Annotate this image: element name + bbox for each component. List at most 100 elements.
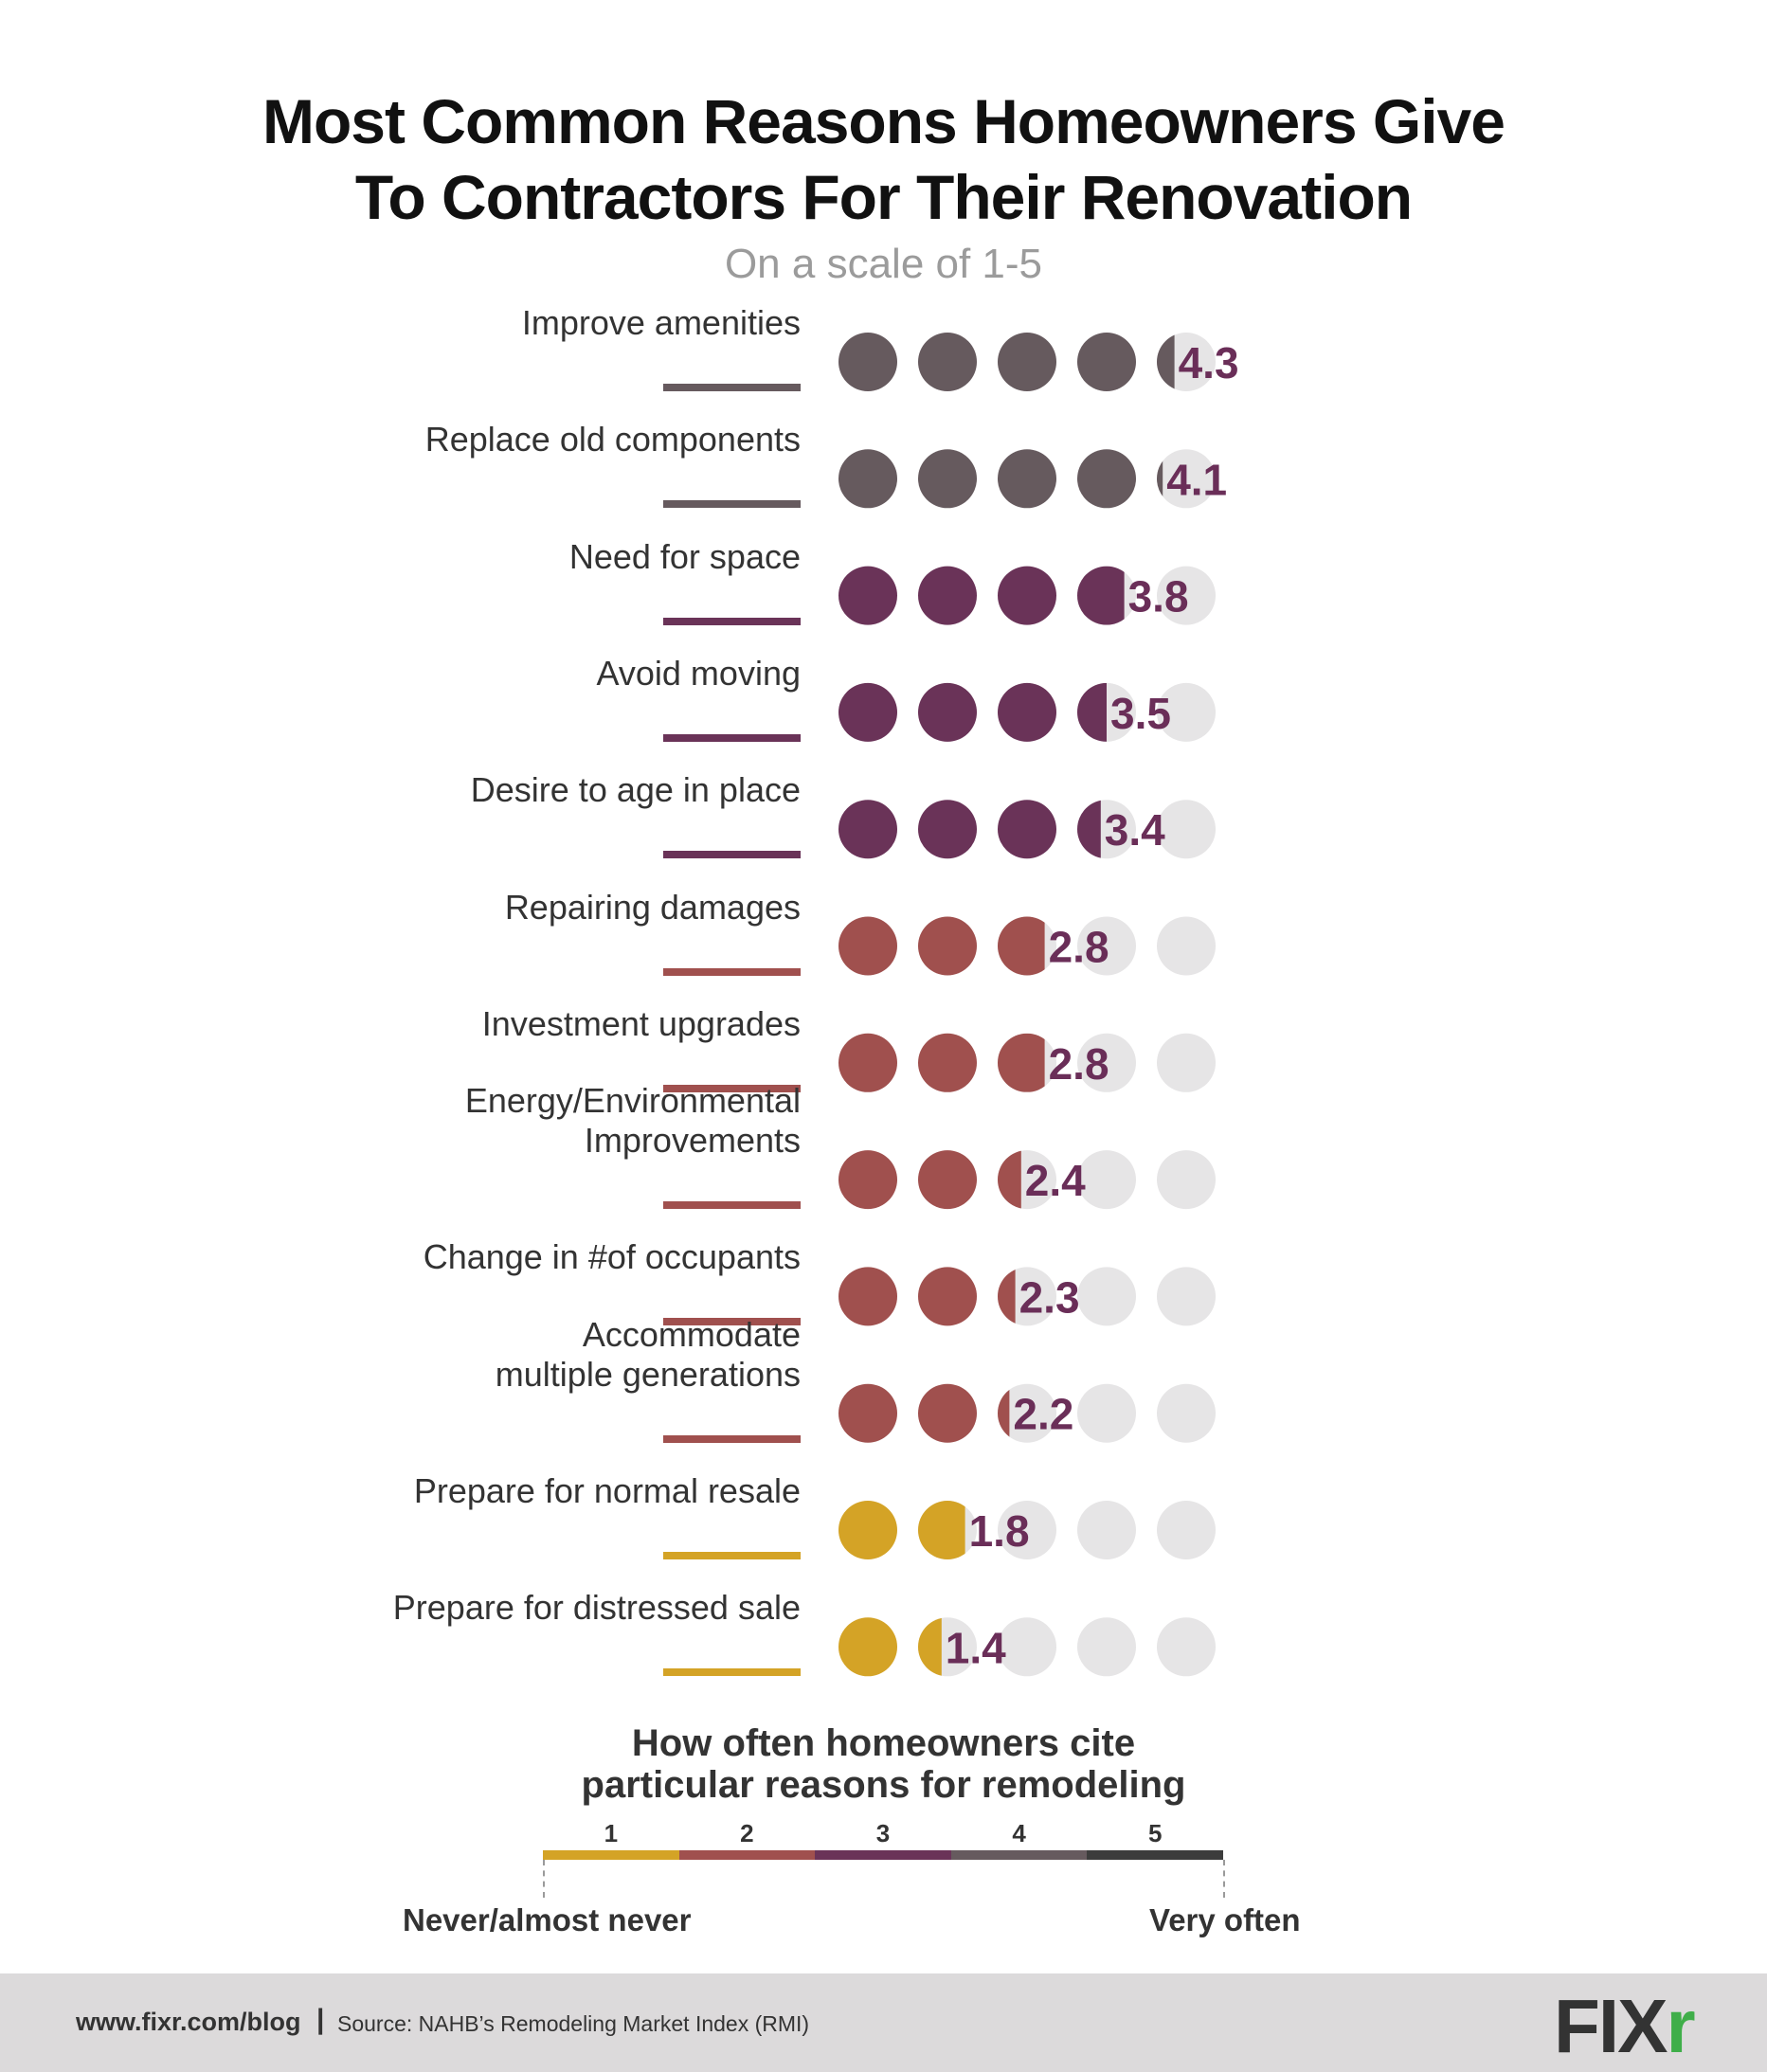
- row-label: Investment upgrades: [270, 1004, 801, 1044]
- rating-dot-full: [838, 1267, 897, 1326]
- chart-title-line-2: To Contractors For Their Renovation: [354, 162, 1413, 232]
- legend-low-tick: [543, 1860, 545, 1898]
- rating-dot-empty: [1157, 1383, 1216, 1443]
- legend-title-line-2: particular reasons for remodeling: [581, 1764, 1186, 1806]
- chart-title-line-1: Most Common Reasons Homeowners Give: [262, 86, 1506, 156]
- rating-dot-full: [838, 682, 897, 742]
- rating-dot-full: [838, 800, 897, 859]
- rating-dot-empty: [998, 1501, 1056, 1559]
- chart-title: Most Common Reasons Homeowners Give To C…: [0, 83, 1767, 235]
- row-label: Change in #of occupants: [270, 1237, 801, 1277]
- value-label: 4.1: [1166, 455, 1227, 504]
- legend-level-number: 2: [740, 1819, 754, 1847]
- rating-dot-empty: [1157, 916, 1216, 976]
- row-underline: [663, 1434, 801, 1443]
- row-underline: [663, 851, 801, 859]
- row-underline: [663, 1201, 801, 1210]
- rating-dot-partial: [1077, 800, 1101, 858]
- rating-dot-full: [918, 1150, 977, 1210]
- rating-dot-partial: [998, 916, 1045, 976]
- row-label: Avoid moving: [270, 654, 801, 694]
- rating-dot-empty: [1157, 682, 1216, 742]
- value-label: 2.8: [1049, 1039, 1109, 1089]
- row-label-line: Investment upgrades: [481, 1003, 801, 1043]
- value-label: 2.8: [1049, 923, 1109, 972]
- legend-level-number: 5: [1147, 1819, 1163, 1847]
- value-label: 2.4: [1025, 1156, 1086, 1205]
- footer-url[interactable]: www.fixr.com/blog: [76, 2008, 301, 2036]
- value-label: 4.3: [1179, 338, 1239, 387]
- rating-dot-partial: [998, 1269, 1016, 1324]
- row-underline: [663, 1318, 801, 1326]
- row-label-line: multiple generations: [495, 1354, 801, 1394]
- rating-dot-empty: [998, 1617, 1056, 1677]
- legend-high-tick: [1223, 1860, 1225, 1898]
- rating-dot-partial: [1077, 566, 1125, 625]
- fixr-logo: FIXr: [1554, 1989, 1696, 2064]
- rating-dot-empty: [1077, 916, 1136, 976]
- legend-high-label: Very often: [1149, 1902, 1301, 1937]
- legend-segment: [678, 1850, 816, 1860]
- rating-dot-empty: [1077, 1267, 1136, 1326]
- rating-dot-empty: [1077, 1150, 1136, 1210]
- rating-dot-partial: [998, 1150, 1021, 1209]
- footer-source: Source: NAHB’s Remodeling Market Index (…: [337, 2011, 810, 2036]
- row-label-line: Accommodate: [582, 1314, 801, 1354]
- rating-dot-empty: [1077, 1033, 1136, 1092]
- row-label: Prepare for distressed sale: [270, 1588, 801, 1628]
- legend-level-number: 4: [1012, 1819, 1026, 1847]
- legend-low-label: Never/almost never: [403, 1902, 692, 1937]
- row-label-line: Replace old components: [424, 420, 801, 459]
- row-label: Repairing damages: [270, 888, 801, 928]
- fixr-logo-text: FIX: [1554, 1984, 1668, 2068]
- rating-dot-full: [918, 333, 977, 391]
- rating-dot-full: [918, 800, 977, 859]
- rating-dot-empty: [1157, 1033, 1216, 1092]
- rating-dot-full: [1077, 333, 1136, 391]
- row-underline: [663, 733, 801, 742]
- rating-dot-full: [838, 1383, 897, 1443]
- rating-dot-full: [918, 449, 977, 509]
- rating-dot-full: [838, 566, 897, 625]
- rating-dot-empty: [1157, 800, 1216, 859]
- legend-title: How often homeowners cite particular rea…: [0, 1722, 1767, 1806]
- rating-dot-full: [918, 916, 977, 976]
- row-label-line: Desire to age in place: [470, 770, 801, 810]
- rating-dot-full: [998, 449, 1056, 509]
- row-label-line: Improve amenities: [521, 303, 801, 342]
- rating-dot-empty: [1157, 1150, 1216, 1210]
- rating-dot-full: [838, 1033, 897, 1092]
- rating-dot-full: [918, 1383, 977, 1443]
- value-label: 2.3: [1019, 1272, 1080, 1322]
- row-underline: [663, 384, 801, 391]
- value-label: 2.2: [1013, 1390, 1073, 1439]
- row-label: Desire to age in place: [270, 770, 801, 810]
- row-label-line: Change in #of occupants: [423, 1237, 801, 1277]
- row-underline: [663, 1552, 801, 1559]
- rating-dot-partial: [1157, 334, 1175, 389]
- row-label-line: Avoid moving: [596, 653, 801, 693]
- rating-dot-full: [998, 800, 1056, 859]
- rating-dot-full: [918, 1267, 977, 1326]
- rating-dot-full: [918, 1033, 977, 1092]
- rating-dot-full: [1077, 449, 1136, 509]
- rating-dot-empty: [1157, 566, 1216, 625]
- row-label: Energy/Environmental Improvements: [270, 1081, 801, 1161]
- row-label: Accommodate multiple generations: [270, 1315, 801, 1395]
- rating-dot-empty: [1077, 1383, 1136, 1443]
- row-label: Improve amenities: [270, 303, 801, 343]
- rating-dot-empty: [1157, 449, 1216, 509]
- fixr-logo-accent: r: [1666, 1984, 1695, 2068]
- legend-level-number: 3: [875, 1819, 891, 1847]
- row-underline: [663, 1668, 801, 1677]
- row-label-line: Energy/Environmental: [464, 1081, 801, 1121]
- row-label-line: Repairing damages: [504, 887, 801, 927]
- row-label-line: Prepare for distressed sale: [392, 1588, 801, 1628]
- row-underline: [663, 500, 801, 509]
- value-label: 3.8: [1128, 572, 1189, 622]
- rating-dot-full: [918, 682, 977, 742]
- rating-dot-partial: [998, 1389, 1010, 1437]
- rating-dot-full: [998, 333, 1056, 391]
- value-label: 3.4: [1105, 805, 1165, 855]
